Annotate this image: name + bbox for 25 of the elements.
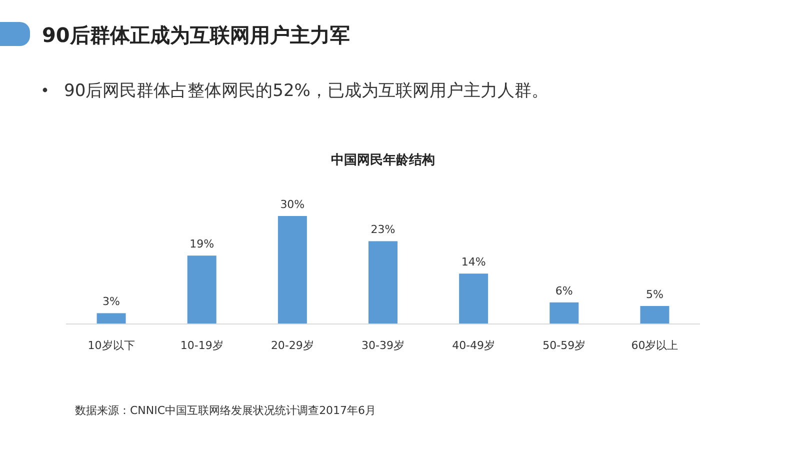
x-tick-label: 20-29岁	[270, 339, 314, 352]
text: 90后群体正成为互联网用户主力军	[42, 23, 350, 47]
bar	[278, 216, 307, 324]
bar	[550, 302, 579, 324]
x-tick-label: 40-49岁	[452, 339, 496, 352]
chart-title: 中国网民年龄结构	[331, 153, 435, 168]
bar	[459, 274, 488, 324]
source-note: 数据来源：CNNIC中国互联网络发展状况统计调查2017年6月	[75, 404, 376, 417]
bar	[187, 256, 216, 324]
data-label: 3%	[102, 295, 120, 308]
x-tick-label: 30-39岁	[362, 339, 404, 352]
data-label: 14%	[461, 256, 486, 269]
x-tick-label: 60岁以上	[631, 339, 678, 352]
data-label: 19%	[190, 238, 214, 251]
bar	[640, 306, 670, 324]
data-label: 23%	[370, 223, 396, 236]
data-label: 6%	[555, 284, 573, 298]
data-label: 30%	[280, 198, 305, 211]
text: 90后网民群体占整体网民的52%，已成为互联网用户主力人群。	[64, 81, 548, 101]
bar	[96, 313, 126, 324]
x-tick-label: 10岁以下	[88, 339, 135, 352]
bar	[368, 241, 398, 324]
x-tick-label: 50-59岁	[542, 339, 586, 352]
data-label: 5%	[646, 288, 664, 301]
x-tick-label: 10-19岁	[180, 339, 224, 352]
